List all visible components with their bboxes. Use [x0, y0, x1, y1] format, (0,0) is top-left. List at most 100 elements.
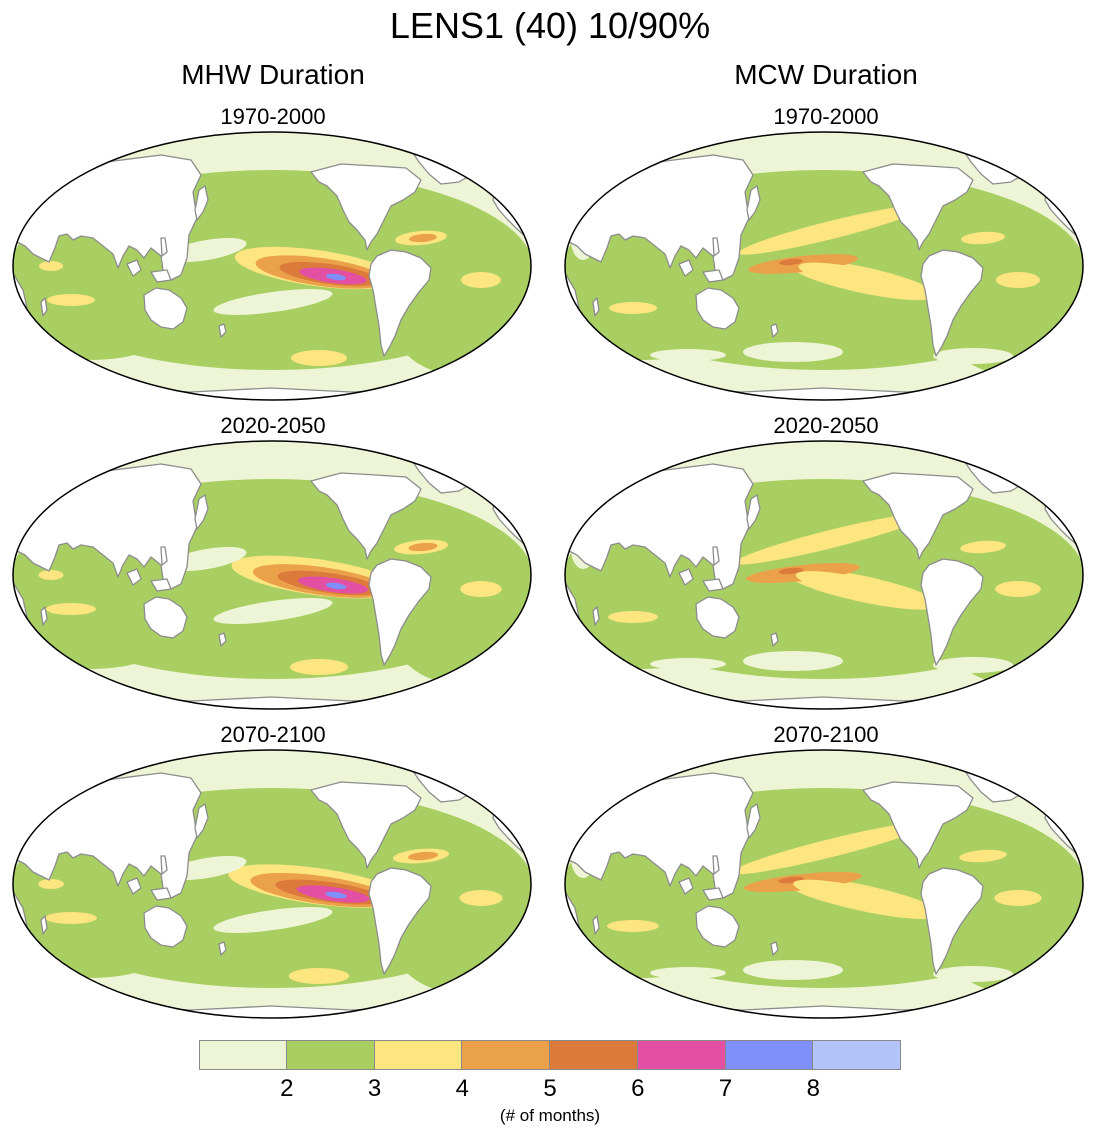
panel-title-mcw-2070: 2070-2100 [773, 722, 879, 747]
north-america-land [310, 163, 422, 251]
new-guinea-land [150, 887, 172, 901]
south-america-land [920, 558, 984, 666]
atlantic-warm-patch-yellow [960, 540, 1006, 554]
west-pacific-dark-core [778, 567, 804, 575]
map-mcw-1970-2000 [564, 131, 1084, 401]
philippines-land [160, 546, 168, 566]
map-border [12, 440, 532, 710]
north-pacific-light-band [201, 453, 281, 469]
australia-land [143, 905, 188, 948]
borneo-land [678, 568, 694, 586]
colorbar-tick-label: 5 [543, 1075, 557, 1102]
australia-land [695, 596, 740, 639]
new-zealand-land [218, 323, 227, 338]
figure-title: LENS1 (40) 10/90% [389, 5, 711, 46]
australia-land [695, 287, 740, 330]
atlantic-warm-patch-orange [407, 851, 439, 861]
map-border [564, 131, 1084, 401]
atlantic-warm-patch-orange [409, 233, 437, 243]
southern-ocean-light-band [743, 342, 843, 362]
indian-ocean-warm-patch [609, 302, 657, 314]
map-mcw-2020-2050 [564, 440, 1084, 710]
atlantic-green-field [396, 902, 531, 994]
indian-ocean-warm-patch [46, 603, 96, 615]
colorbar-segment [374, 1040, 463, 1070]
madagascar-land [592, 297, 600, 317]
south-indian-light-band [650, 967, 726, 979]
japan-land [194, 803, 209, 839]
southern-ocean-light-band [743, 651, 843, 671]
japan-land [746, 803, 761, 839]
indian-ocean-warm-patch [47, 294, 95, 306]
australia-land [695, 905, 740, 948]
japan-land [194, 494, 209, 530]
south-atlantic-warm-patch [994, 890, 1042, 906]
south-america-land [920, 867, 984, 975]
south-america-land [368, 558, 432, 666]
panel-title-mcw-1970: 1970-2000 [773, 104, 879, 129]
north-pacific-light-band [201, 762, 281, 778]
south-pacific-light-band [213, 907, 333, 933]
column-heading-mcw: MCW Duration [734, 59, 918, 90]
map-mhw-2070-2100 [12, 749, 532, 1019]
colorbar-tick-label: 8 [806, 1075, 820, 1102]
map-border [12, 131, 532, 401]
borneo-land [678, 259, 694, 277]
europe-edge-light-patch [523, 170, 531, 230]
madagascar-land [592, 606, 600, 626]
map-field-group [565, 750, 1083, 1018]
arabian-sea-warm-patch [38, 570, 64, 580]
south-atlantic-warm-patch [996, 272, 1040, 288]
south-atlantic-warm-patch [460, 581, 502, 597]
colorbar-segment [286, 1040, 375, 1070]
japan-land [746, 494, 761, 530]
colorbar-unit-label: (# of months) [499, 1106, 601, 1125]
north-pacific-yellow-band [731, 821, 931, 875]
new-guinea-land [702, 269, 724, 283]
indian-ocean-warm-patch [608, 611, 658, 623]
madagascar-land [40, 297, 48, 317]
column-heading-mhw: MHW Duration [181, 59, 365, 90]
southern-pacific-warm-patch [291, 350, 347, 366]
atlantic-warm-patch-yellow [961, 231, 1005, 245]
philippines-land [160, 855, 168, 875]
north-pacific-light-band [201, 144, 281, 160]
south-atlantic-warm-patch [995, 581, 1041, 597]
north-america-land [862, 472, 974, 560]
colorbar-tick-label: 7 [718, 1075, 733, 1102]
colorbar-tick-label: 3 [367, 1075, 382, 1102]
new-zealand-land [770, 941, 779, 956]
new-guinea-land [150, 578, 172, 592]
new-zealand-land [218, 632, 227, 647]
colorbar [199, 1040, 901, 1070]
new-zealand-land [770, 323, 779, 338]
pacific-warm-core-blue [325, 891, 347, 899]
atlantic-warm-patch-orange [408, 542, 438, 552]
map-mhw-2020-2050 [12, 440, 532, 710]
arabian-sea-warm-patch [39, 261, 63, 271]
north-america-land [310, 781, 422, 869]
new-zealand-land [218, 941, 227, 956]
map-mhw-1970-2000 [12, 131, 532, 401]
south-indian-light-band [650, 658, 726, 670]
pacific-warm-core-blue [325, 582, 347, 590]
madagascar-land [40, 915, 48, 935]
borneo-land [126, 259, 142, 277]
south-america-land [368, 867, 432, 975]
europe-edge-light-patch [523, 788, 531, 848]
madagascar-land [592, 915, 600, 935]
colorbar-tick-label: 6 [631, 1075, 645, 1102]
south-atlantic-warm-patch [461, 272, 501, 288]
japan-land [746, 185, 761, 221]
southern-pacific-warm-patch [289, 659, 349, 675]
new-guinea-land [150, 269, 172, 283]
southern-ocean-light-band [743, 960, 843, 980]
panel-title-mhw-2020: 2020-2050 [220, 413, 326, 438]
south-america-land [920, 249, 984, 357]
map-border [12, 749, 532, 1019]
philippines-land [712, 546, 720, 566]
map-field-group [565, 441, 1083, 709]
europe-edge-light-patch [523, 479, 531, 539]
philippines-land [160, 237, 168, 257]
south-atlantic-light-band [933, 657, 1013, 673]
